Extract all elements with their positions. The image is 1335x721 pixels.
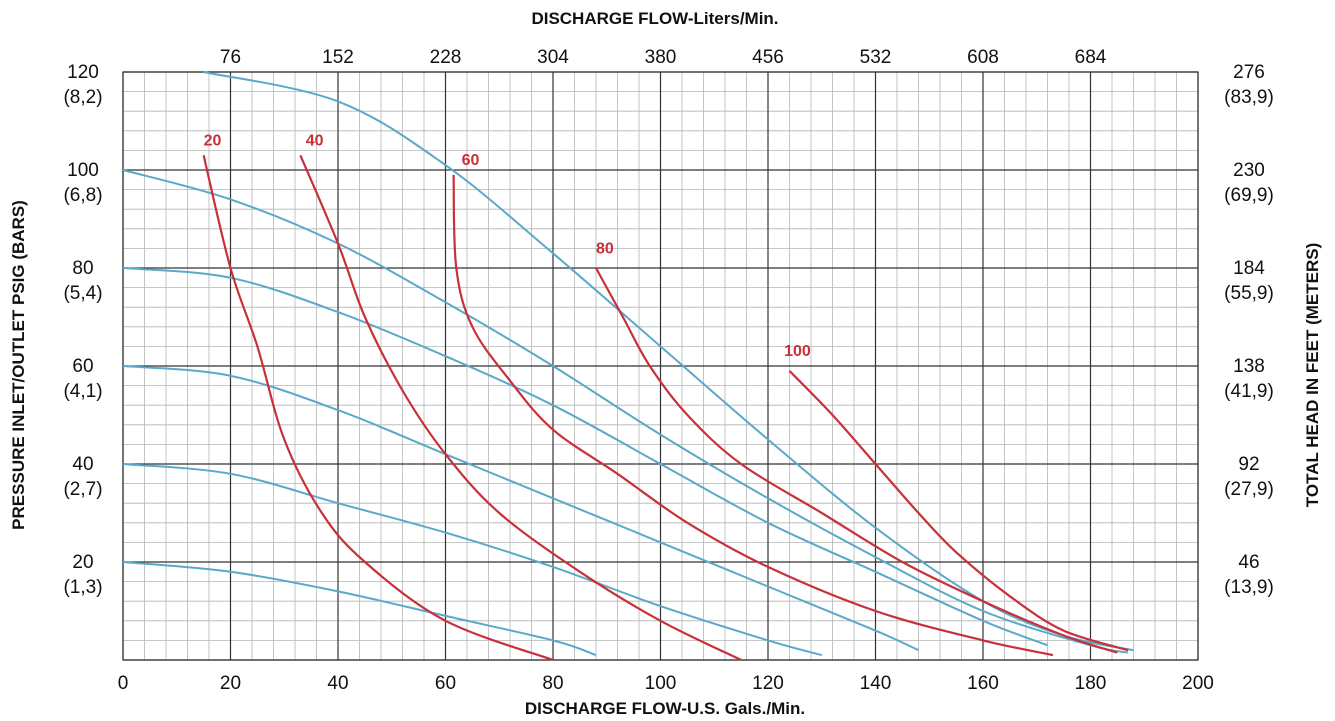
right-tick-feet: 276 (1233, 62, 1265, 83)
air-curve-100 (788, 370, 1129, 652)
air-curve-label-60: 60 (462, 152, 480, 169)
left-axis-title: PRESSURE INLET/OUTLET PSIG (BARS) (9, 200, 28, 530)
left-tick-psi: 60 (72, 356, 93, 377)
pressure-curve (203, 71, 1134, 652)
left-tick-psi: 20 (72, 552, 93, 573)
pressure-curve (122, 561, 597, 657)
top-tick-label: 684 (1075, 47, 1107, 68)
pressure-curve (122, 169, 1129, 654)
right-tick-meters: (83,9) (1224, 87, 1274, 108)
air-curve-label-40: 40 (306, 133, 324, 150)
x-tick-label: 80 (542, 673, 563, 694)
x-tick-label: 160 (967, 673, 999, 694)
air-curve-label-100: 100 (784, 343, 811, 360)
top-tick-label: 76 (220, 47, 241, 68)
x-tick-label: 0 (118, 673, 129, 694)
left-tick-bar: (1,3) (63, 577, 102, 598)
pressure-curve (122, 463, 823, 657)
top-tick-label: 152 (322, 47, 354, 68)
air-curve-label-20: 20 (204, 133, 222, 150)
left-tick-bar: (8,2) (63, 87, 102, 108)
left-tick-bar: (2,7) (63, 479, 102, 500)
right-tick-labels: 276 (83,9) 230 (69,9) 184 (55,9) 138 (41,9) 92 (2… (1224, 62, 1274, 598)
x-tick-label: 180 (1075, 673, 1107, 694)
left-tick-psi: 40 (72, 454, 93, 475)
x-tick-label: 60 (435, 673, 456, 694)
right-tick-feet: 138 (1233, 356, 1265, 377)
right-axis-title: TOTAL HEAD IN FEET (METERS) (1303, 243, 1322, 507)
left-tick-psi: 120 (67, 62, 99, 83)
left-tick-bar: (6,8) (63, 185, 102, 206)
left-tick-bar: (5,4) (63, 283, 102, 304)
left-tick-psi: 80 (72, 258, 93, 279)
bottom-tick-labels: 0 20 40 60 80 100 120 140 160 180 200 (118, 673, 1214, 694)
x-tick-label: 100 (645, 673, 677, 694)
air-curve-40 (299, 154, 742, 661)
pressure-curve (122, 267, 1048, 647)
top-tick-label: 608 (967, 47, 999, 68)
right-tick-meters: (41,9) (1224, 381, 1274, 402)
air-curve-label-80: 80 (596, 240, 614, 257)
right-tick-meters: (13,9) (1224, 577, 1274, 598)
top-tick-label: 532 (860, 47, 892, 68)
right-tick-meters: (69,9) (1224, 185, 1274, 206)
right-tick-feet: 92 (1238, 454, 1259, 475)
air-curve-60 (452, 174, 1054, 657)
top-tick-label: 456 (752, 47, 784, 68)
air-consumption-curves (202, 154, 1129, 662)
pressure-curves (122, 71, 1134, 657)
air-curve-labels: 20 40 60 80 100 (204, 133, 811, 361)
top-axis-title: DISCHARGE FLOW-Liters/Min. (531, 9, 778, 28)
air-curve-20 (202, 155, 554, 662)
right-tick-meters: (55,9) (1224, 283, 1274, 304)
air-curve-80 (595, 267, 1118, 654)
x-tick-label: 20 (220, 673, 241, 694)
x-tick-label: 40 (327, 673, 348, 694)
right-tick-feet: 230 (1233, 160, 1265, 181)
pressure-curve (122, 365, 919, 652)
right-tick-feet: 46 (1238, 552, 1259, 573)
top-tick-label: 380 (645, 47, 677, 68)
top-tick-label: 304 (537, 47, 569, 68)
left-tick-labels: 120 (8,2) 100 (6,8) 80 (5,4) 60 (4,1) 40 (2,7) 20 (… (63, 62, 102, 598)
right-tick-feet: 184 (1233, 258, 1265, 279)
x-tick-label: 200 (1182, 673, 1214, 694)
right-tick-meters: (27,9) (1224, 479, 1274, 500)
bottom-axis-title: DISCHARGE FLOW-U.S. Gals./Min. (525, 699, 805, 718)
left-tick-bar: (4,1) (63, 381, 102, 402)
top-tick-label: 228 (430, 47, 462, 68)
x-tick-label: 120 (752, 673, 784, 694)
x-tick-label: 140 (860, 673, 892, 694)
left-tick-psi: 100 (67, 160, 99, 181)
top-tick-labels: 76 152 228 304 380 456 532 608 684 (220, 47, 1107, 68)
